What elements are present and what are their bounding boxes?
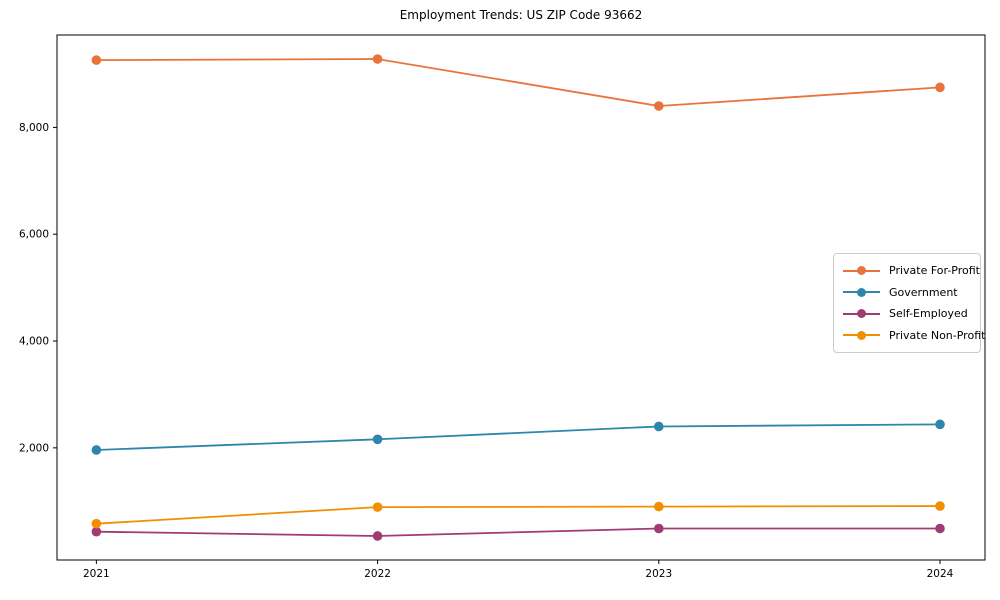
data-point-marker-self-employed	[935, 523, 945, 534]
legend: Private For-Profit Government Self-Employe…	[833, 253, 985, 353]
legend-marker-icon	[857, 309, 866, 319]
x-tick-label: 2022	[364, 568, 391, 580]
legend-entry: Private For-Profit	[843, 260, 980, 282]
series-line-private-for-profit	[96, 58, 941, 107]
x-tick-label: 2023	[645, 568, 672, 580]
legend-label: Private Non-Profit	[889, 328, 986, 342]
data-point-marker-self-employed	[91, 526, 102, 537]
y-tick-label: 4,000	[19, 336, 49, 348]
y-tick-label: 2,000	[19, 442, 49, 454]
legend-line-sample	[843, 329, 880, 341]
data-point-marker-private-non-profit	[653, 501, 664, 512]
legend-entry: Government	[843, 282, 972, 304]
legend-entry: Private Non-Profit	[843, 325, 985, 347]
chart-title: Employment Trends: US ZIP Code 93662	[399, 8, 643, 22]
series-line-private-non-profit	[96, 505, 941, 525]
legend-line-sample	[843, 286, 880, 298]
y-tick-label: 8,000	[19, 122, 49, 134]
data-point-marker-government	[935, 419, 945, 430]
legend-marker-icon	[857, 266, 866, 276]
legend-label: Private For-Profit	[889, 264, 980, 278]
legend-line-sample	[843, 308, 880, 320]
plot-border	[56, 34, 986, 561]
data-point-marker-government	[653, 421, 664, 432]
data-point-marker-self-employed	[372, 531, 383, 541]
legend-label: Government	[889, 285, 958, 299]
data-point-marker-self-employed	[653, 523, 664, 534]
data-point-marker-government	[372, 434, 383, 445]
y-tick-label: 6,000	[19, 229, 49, 241]
x-tick-label: 2024	[927, 568, 954, 580]
data-point-marker-government	[91, 445, 102, 455]
data-point-marker-private-for-profit	[653, 101, 664, 111]
legend-marker-icon	[857, 287, 866, 297]
data-point-marker-private-for-profit	[91, 55, 102, 65]
data-point-marker-private-non-profit	[372, 502, 383, 512]
legend-line-sample	[843, 265, 880, 277]
data-point-marker-private-non-profit	[935, 501, 945, 511]
legend-marker-icon	[857, 330, 866, 340]
data-point-marker-private-for-profit	[372, 54, 383, 64]
legend-entry: Self-Employed	[843, 303, 972, 325]
series-line-government	[96, 423, 941, 451]
data-point-marker-private-for-profit	[935, 82, 945, 93]
x-tick-label: 2021	[83, 568, 110, 580]
series-line-self-employed	[96, 527, 941, 537]
legend-label: Self-Employed	[889, 307, 968, 321]
data-point-marker-private-non-profit	[91, 518, 102, 529]
